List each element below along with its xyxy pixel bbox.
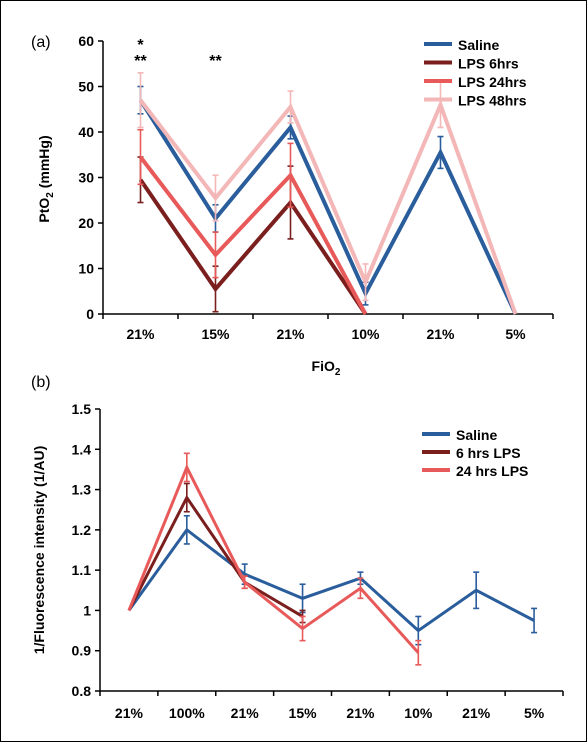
legend-entry: Saline <box>456 427 497 443</box>
x-tick-label: 21% <box>426 326 455 342</box>
significance-marker: ** <box>134 53 147 70</box>
panel-label: (b) <box>31 374 51 391</box>
legend-entry: Saline <box>458 37 499 53</box>
series-line <box>141 100 516 314</box>
x-tick-label: 21% <box>126 326 155 342</box>
y-tick-label: 10 <box>78 261 94 277</box>
x-tick-label: 10% <box>351 326 380 342</box>
x-tick-label: 21% <box>346 705 375 721</box>
y-tick-label: 1.1 <box>72 562 92 578</box>
series-saline <box>138 87 516 315</box>
series-line <box>129 530 534 631</box>
y-tick-label: 0.9 <box>72 643 92 659</box>
x-tick-label: 5% <box>524 705 545 721</box>
y-tick-label: 1.4 <box>72 441 92 457</box>
x-tick-label: 15% <box>201 326 230 342</box>
y-tick-label: 0 <box>86 306 94 322</box>
chart-panel-a: 0 10 20 30 40 50 60 21% 15% 21% 10% 21% 5% Saline LPS … <box>31 33 553 378</box>
y-tick-label: 1.5 <box>72 401 92 417</box>
y-tick-label: 30 <box>78 170 94 186</box>
y-tick-label: 1 <box>83 602 91 618</box>
x-tick-label: 5% <box>505 326 526 342</box>
x-tick-label: 15% <box>289 705 318 721</box>
y-tick-label: 1.2 <box>72 522 92 538</box>
series-saline <box>129 516 537 645</box>
x-tick-label: 21% <box>276 326 305 342</box>
y-tick-label: 1.3 <box>72 482 92 498</box>
series-line <box>129 467 418 652</box>
y-tick-label: 50 <box>78 79 94 95</box>
legend-entry: 6 hrs LPS <box>456 445 521 461</box>
x-tick-label: 21% <box>115 705 144 721</box>
y-axis-title: PtO2 (mmHg) <box>36 135 56 222</box>
panel-label: (a) <box>31 34 51 51</box>
legend-entry: LPS 6hrs <box>458 56 519 72</box>
y-tick-label: 40 <box>78 124 94 140</box>
x-tick-label: 21% <box>231 705 260 721</box>
series-lps-6hrs <box>138 157 366 314</box>
significance-marker: ** <box>209 53 222 70</box>
significance-marker: * <box>137 37 144 54</box>
y-axis-title: 1/Fluorescence intensity (1/AU) <box>31 446 47 655</box>
series-line <box>141 157 366 314</box>
y-tick-label: 20 <box>78 215 94 231</box>
legend-entry: LPS 48hrs <box>458 93 527 109</box>
chart-panel-b: 0.8 0.9 1 1.1 1.2 1.3 1.4 1.5 21% 100% 21% 15% 21% 10… <box>31 374 563 721</box>
x-axis-title: FiO2 <box>312 358 341 378</box>
x-tick-label: 100% <box>169 705 205 721</box>
series-24-hrs-lps <box>129 453 421 664</box>
y-tick-label: 60 <box>78 33 94 49</box>
legend-entry: 24 hrs LPS <box>456 463 528 479</box>
series-line <box>129 498 303 617</box>
x-tick-label: 10% <box>404 705 433 721</box>
legend-entry: LPS 24hrs <box>458 74 527 90</box>
y-tick-label: 0.8 <box>72 683 92 699</box>
x-tick-label: 21% <box>462 705 491 721</box>
